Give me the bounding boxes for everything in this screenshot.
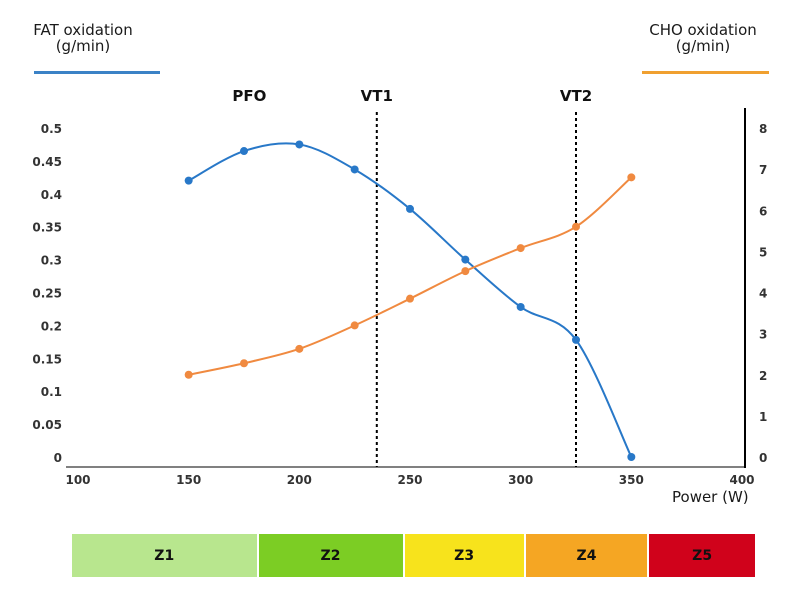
annotation-vt2: VT2: [560, 87, 592, 105]
x-tick-label: 400: [729, 473, 754, 487]
y-right-tick-label: 4: [759, 287, 767, 301]
y-right-tick-label: 5: [759, 245, 767, 259]
cho-point: [240, 359, 248, 368]
y-right-tick-label: 1: [759, 410, 767, 424]
cho-point: [350, 321, 359, 330]
x-axis-label: Power (W): [672, 488, 749, 506]
x-tick-label: 150: [176, 473, 201, 487]
fat-point: [240, 147, 248, 156]
x-tick-label: 250: [397, 473, 422, 487]
cho-point: [406, 294, 414, 303]
fat-point: [295, 140, 304, 149]
y-left-tick-label: 0.45: [32, 155, 62, 169]
y-right-tick-label: 8: [759, 122, 767, 136]
y-left-tick-label: 0.1: [41, 385, 62, 399]
x-tick-label: 300: [508, 473, 533, 487]
y-left-tick-label: 0.05: [32, 418, 62, 432]
fat-legend-line: [34, 71, 160, 74]
training-zones-bar: Z1 Z2 Z3 Z4 Z5: [72, 534, 755, 577]
zone-z5: Z5: [647, 534, 755, 577]
fat-point: [406, 204, 414, 213]
y-left-tick-label: 0.25: [32, 287, 62, 301]
zone-z1: Z1: [72, 534, 257, 577]
cho-point: [295, 344, 304, 353]
cho-legend-line: [642, 71, 769, 74]
cho-point: [572, 222, 580, 231]
y-right-tick-label: 3: [759, 328, 767, 342]
cho-point: [461, 267, 470, 276]
y-right-tick-label: 6: [759, 204, 767, 218]
zone-z3: Z3: [402, 534, 524, 577]
right-axis-title: CHO oxidation (g/min): [649, 21, 757, 55]
x-tick-label: 100: [65, 473, 90, 487]
cho-point: [516, 244, 525, 253]
zone-z4: Z4: [523, 534, 648, 577]
annotation-vt1: VT1: [361, 87, 393, 105]
fat-point: [461, 255, 470, 264]
y-left-tick-label: 0.35: [32, 221, 62, 235]
y-left-tick-label: 0.15: [32, 352, 62, 366]
y-right-tick-label: 7: [759, 163, 767, 177]
y-right-tick-label: 2: [759, 369, 767, 383]
cho-point: [184, 370, 193, 379]
zone-z2: Z2: [256, 534, 403, 577]
fat-point: [184, 176, 193, 185]
x-tick-label: 350: [619, 473, 644, 487]
y-left-tick-label: 0.5: [41, 122, 62, 136]
fat-point: [627, 453, 636, 461]
y-left-tick-label: 0: [54, 451, 62, 465]
annotation-pfo: PFO: [232, 87, 266, 105]
fat-point: [350, 165, 359, 174]
cho-point: [627, 173, 636, 182]
y-left-tick-label: 0.3: [41, 254, 62, 268]
fat-point: [516, 302, 525, 311]
y-left-tick-label: 0.2: [41, 319, 62, 333]
left-axis-title: FAT oxidation (g/min): [33, 21, 133, 55]
x-tick-label: 200: [287, 473, 312, 487]
y-right-tick-label: 0: [759, 451, 767, 465]
y-left-tick-label: 0.4: [41, 188, 62, 202]
fat-point: [572, 335, 580, 344]
